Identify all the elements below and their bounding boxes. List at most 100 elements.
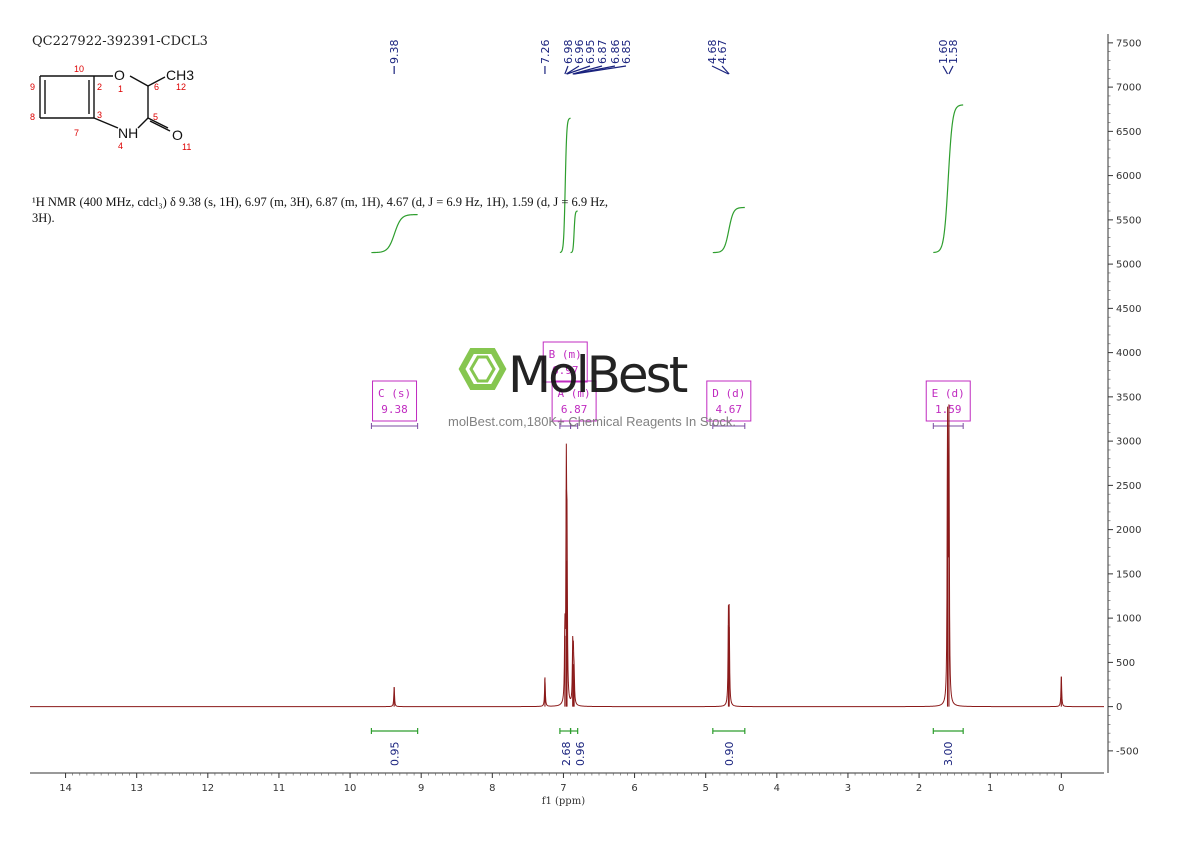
y-tick-label: 6000 — [1116, 171, 1141, 182]
peak-leader-line — [711, 65, 729, 75]
peak-label: 4.68 — [706, 40, 719, 65]
integral-curve — [933, 104, 964, 254]
atom-num-6: 6 — [154, 82, 159, 92]
atom-num-1: 1 — [118, 84, 123, 94]
atom-o-ring: O — [114, 67, 125, 83]
peak-leader-line — [721, 65, 730, 75]
sample-id: QC227922-392391-CDCL3 — [32, 34, 208, 49]
x-tick-label: 14 — [59, 783, 72, 794]
x-tick-label: 2 — [916, 783, 922, 794]
spectrum-trace — [30, 404, 1104, 708]
x-tick-label: 1 — [987, 783, 993, 794]
chemical-structure — [39, 75, 171, 132]
y-tick-label: 6500 — [1116, 127, 1141, 138]
peak-label: 6.96 — [573, 40, 586, 65]
multiplet-box: A (m) 6.87 — [551, 380, 597, 429]
peak-label: 1.60 — [937, 40, 950, 65]
y-tick-label: 3000 — [1116, 437, 1141, 448]
y-tick-label: 7500 — [1116, 38, 1141, 49]
atom-nh: NH — [118, 125, 138, 141]
multiplet-shift: 4.67 — [716, 403, 743, 416]
multiplet-box: E (d) 1.59 — [925, 380, 971, 429]
atom-num-11: 11 — [182, 142, 191, 152]
y-tick-label: 4000 — [1116, 348, 1141, 359]
peak-label: 4.67 — [716, 40, 729, 65]
integral-value: 0.96 — [574, 742, 587, 767]
atom-num-3: 3 — [97, 110, 102, 120]
x-tick-label: 12 — [201, 783, 214, 794]
integral-value: 0.90 — [723, 742, 736, 767]
multiplet-box-frame — [925, 380, 971, 422]
atom-num-7: 7 — [74, 128, 79, 138]
peak-label: 6.98 — [562, 40, 575, 65]
x-tick-label: 7 — [560, 783, 566, 794]
x-tick-label: 6 — [631, 783, 637, 794]
watermark-tagline: molBest.com,180K+ Chemical Reagents In S… — [448, 414, 736, 429]
y-tick-label: -500 — [1116, 746, 1139, 757]
peak-label: 6.85 — [620, 40, 633, 65]
watermark-brand: MolBest — [508, 346, 688, 404]
integral-curves — [371, 104, 964, 254]
multiplet-box: D (d) 4.67 — [706, 380, 752, 429]
multiplet-box: B (m) 6.97 — [542, 341, 588, 429]
peak-label: 6.86 — [609, 40, 622, 65]
y-tick-label: 5000 — [1116, 260, 1141, 271]
x-tick-label: 5 — [703, 783, 709, 794]
integral-curve — [570, 210, 578, 254]
multiplet-shift: 1.59 — [935, 403, 962, 416]
atom-o-carbonyl: O — [172, 127, 183, 143]
atom-num-12: 12 — [176, 82, 186, 92]
x-tick-label: 10 — [344, 783, 357, 794]
atom-num-10: 10 — [74, 64, 84, 74]
integral-curve — [712, 206, 745, 254]
peak-label: 6.87 — [596, 40, 609, 65]
multiplet-box: C (s) 9.38 — [370, 380, 419, 429]
multiplet-shift: 6.87 — [561, 403, 588, 416]
multiplet-name: D (d) — [712, 387, 745, 400]
integral-value: 2.68 — [560, 742, 573, 767]
peak-labels: 9.38 7.26 6.986.966.95 6.87 6.866.85 4.684.67… — [388, 40, 960, 75]
peak-label: 7.26 — [539, 40, 552, 65]
peak-leader-line — [566, 65, 591, 75]
atom-num-4: 4 — [118, 141, 123, 151]
integral-bars: 0.95 2.68 0.96 0.90 3.00 — [370, 728, 964, 767]
integral-curve — [559, 117, 571, 254]
y-tick-label: 4500 — [1116, 304, 1141, 315]
axes: 14 13 12 11 10 9 8 7 6 5 4 3 2 1 0f1 (ppm)750070006500… — [30, 34, 1141, 807]
atom-num-9: 9 — [30, 82, 35, 92]
y-tick-label: 2500 — [1116, 481, 1141, 492]
peak-leader-line — [942, 65, 949, 75]
benzene-logo-icon — [458, 348, 507, 390]
x-tick-label: 4 — [774, 783, 780, 794]
spectrum-line — [30, 404, 1104, 708]
multiplet-name: B (m) — [549, 348, 582, 361]
y-tick-label: 3500 — [1116, 392, 1141, 403]
x-tick-label: 11 — [273, 783, 286, 794]
peak-leader-line — [564, 65, 569, 75]
multiplet-boxes: C (s) 9.38 B (m) 6.97 A (m) 6.87 D (d) 4.67 E (d… — [370, 341, 971, 429]
atom-ch3: CH3 — [166, 67, 194, 83]
multiplet-box-frame — [542, 341, 588, 383]
x-tick-label: 0 — [1058, 783, 1064, 794]
peak-leader-line — [948, 65, 954, 75]
integral-value: 0.95 — [389, 742, 402, 767]
multiplet-name: E (d) — [932, 387, 965, 400]
peak-leader-line — [565, 65, 580, 75]
structure-atom-labels: O CH3 NH O 10 1 2 6 12 9 8 3 5 7 4 11 — [30, 64, 194, 152]
multiplet-box-frame — [372, 380, 418, 422]
integral-curve — [371, 213, 418, 254]
multiplet-shift: 6.97 — [552, 364, 579, 377]
y-tick-label: 5500 — [1116, 215, 1141, 226]
nmr-summary-text: ¹H NMR (400 MHz, cdcl₃) δ 9.38 (s, 1H), … — [32, 195, 608, 225]
atom-num-5: 5 — [153, 112, 158, 122]
multiplet-box-frame — [551, 380, 597, 422]
y-tick-label: 0 — [1116, 702, 1122, 713]
y-tick-label: 500 — [1116, 658, 1135, 669]
multiplet-name: C (s) — [378, 387, 411, 400]
peak-label: 1.58 — [947, 40, 960, 65]
y-tick-label: 2000 — [1116, 525, 1141, 536]
integral-value: 3.00 — [942, 742, 955, 767]
multiplet-name: A (m) — [558, 387, 591, 400]
x-tick-label: 3 — [845, 783, 851, 794]
